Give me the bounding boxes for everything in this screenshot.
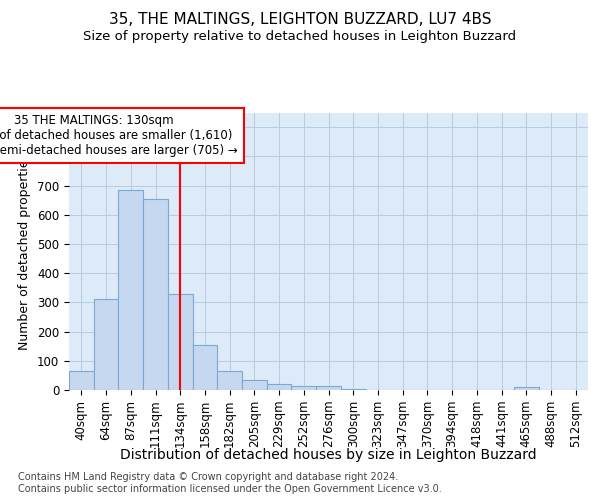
- Bar: [316, 386, 341, 390]
- Text: 35, THE MALTINGS, LEIGHTON BUZZARD, LU7 4BS: 35, THE MALTINGS, LEIGHTON BUZZARD, LU7 …: [109, 12, 491, 28]
- Bar: [118, 190, 143, 390]
- Bar: [217, 371, 242, 390]
- Bar: [193, 344, 217, 390]
- Bar: [168, 294, 193, 390]
- Y-axis label: Number of detached properties: Number of detached properties: [19, 153, 31, 350]
- Bar: [143, 198, 168, 390]
- Bar: [292, 386, 316, 390]
- Text: Contains HM Land Registry data © Crown copyright and database right 2024.
Contai: Contains HM Land Registry data © Crown c…: [18, 472, 442, 494]
- Text: Size of property relative to detached houses in Leighton Buzzard: Size of property relative to detached ho…: [83, 30, 517, 43]
- Bar: [242, 380, 267, 390]
- Bar: [94, 300, 118, 390]
- Bar: [514, 387, 539, 390]
- Text: 35 THE MALTINGS: 130sqm
← 70% of detached houses are smaller (1,610)
30% of semi: 35 THE MALTINGS: 130sqm ← 70% of detache…: [0, 114, 238, 158]
- Bar: [341, 388, 365, 390]
- Bar: [267, 384, 292, 390]
- Bar: [69, 371, 94, 390]
- Text: Distribution of detached houses by size in Leighton Buzzard: Distribution of detached houses by size …: [121, 448, 537, 462]
